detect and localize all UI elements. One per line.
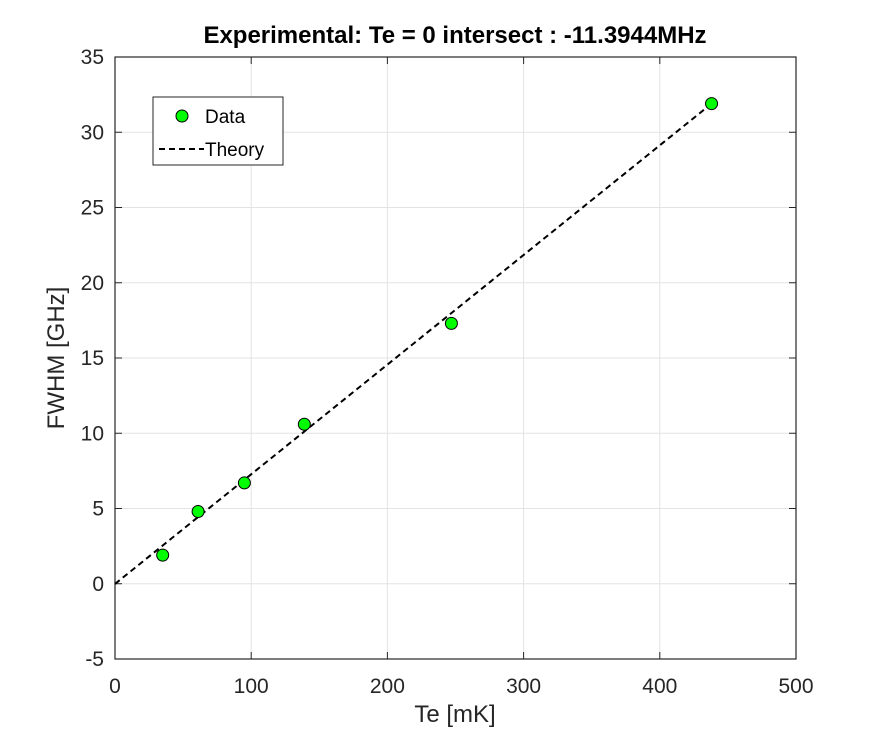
y-tick-label: 35 <box>81 46 104 69</box>
data-point <box>237 476 251 490</box>
legend-label-data: Data <box>205 107 246 128</box>
x-tick-label: 100 <box>234 675 269 698</box>
legend-box <box>152 96 284 166</box>
theory-line <box>114 102 713 585</box>
x-tick-label: 0 <box>109 675 121 698</box>
x-tick-label: 200 <box>370 675 405 698</box>
y-tick-label: 10 <box>81 422 104 445</box>
y-tick-label: 0 <box>92 573 104 596</box>
y-tick-label: 30 <box>81 121 104 144</box>
x-axis-label: Te [mK] <box>414 701 495 728</box>
y-tick-label: 5 <box>92 498 104 521</box>
y-tick-label: 20 <box>81 272 104 295</box>
x-tick-label: 300 <box>506 675 541 698</box>
x-tick-label: 500 <box>778 675 813 698</box>
y-tick-label: 25 <box>81 197 104 220</box>
y-tick-label: 15 <box>81 347 104 370</box>
y-tick-label: -5 <box>85 648 104 671</box>
data-point <box>156 548 170 562</box>
y-axis-ticks: -5 0 5 10 15 20 25 30 35 <box>81 46 796 671</box>
x-axis-ticks: 0 100 200 300 400 500 <box>109 57 814 698</box>
data-point <box>297 417 311 431</box>
data-point <box>444 316 458 330</box>
chart-title: Experimental: Te = 0 intersect : -11.394… <box>203 22 706 49</box>
data-point <box>191 505 205 519</box>
series-layer <box>114 97 719 585</box>
legend-label-theory: Theory <box>205 140 265 161</box>
data-point <box>705 97 719 111</box>
x-tick-label: 400 <box>642 675 677 698</box>
legend: Data Theory <box>152 96 284 166</box>
legend-data-marker <box>175 109 189 123</box>
y-axis-label: FWHM [GHz] <box>43 287 70 430</box>
